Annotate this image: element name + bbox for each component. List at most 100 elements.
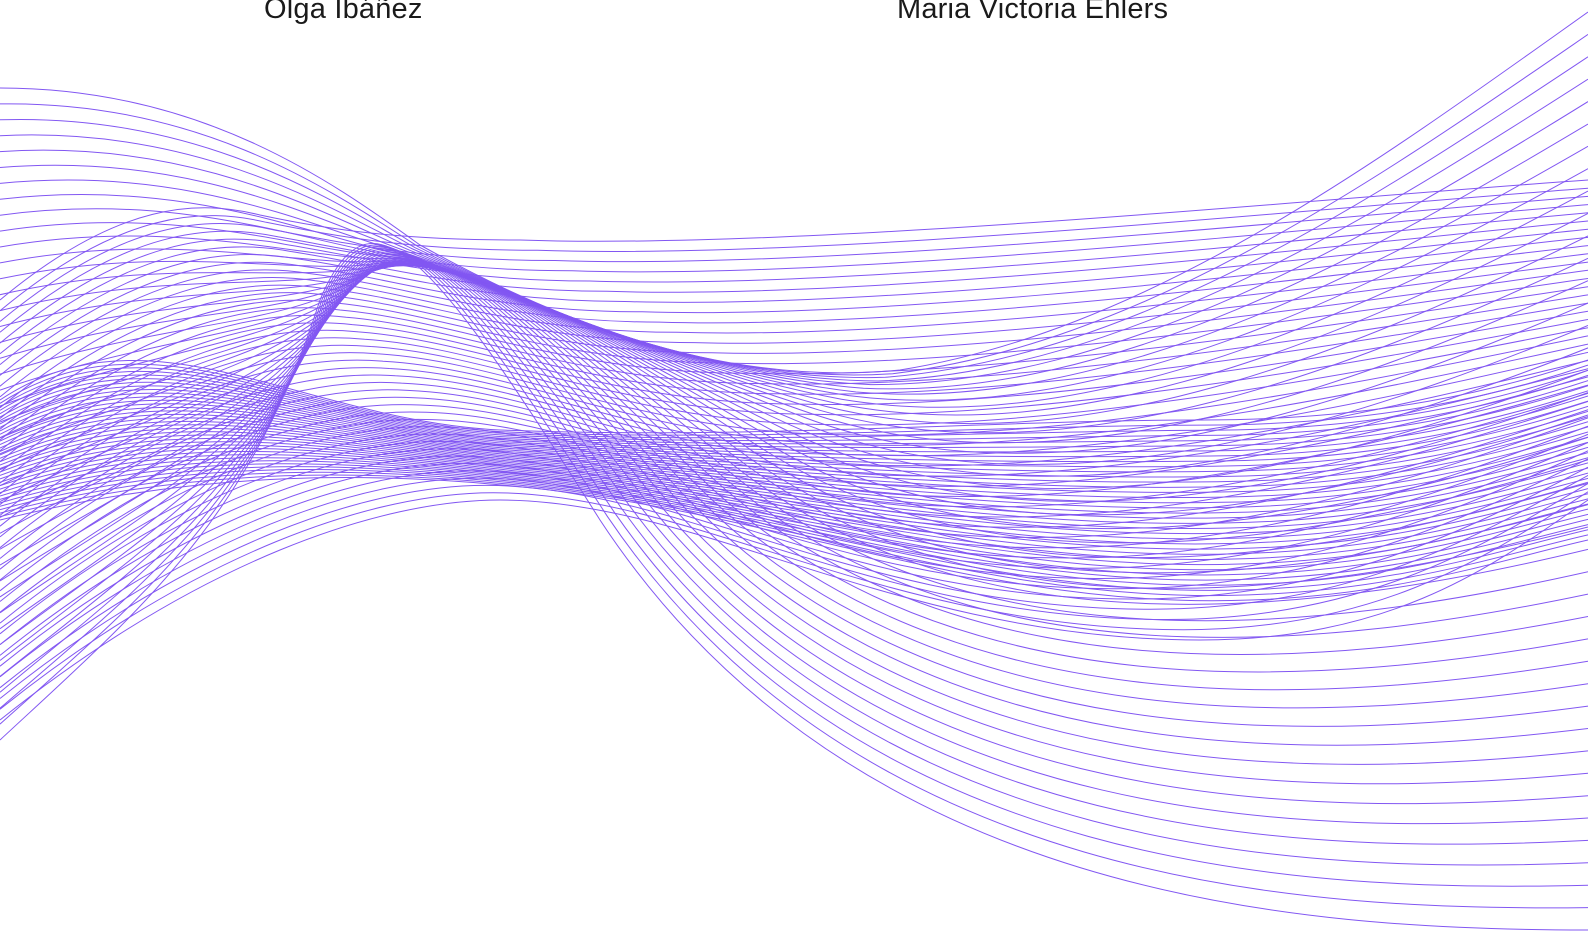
wave-line	[0, 474, 1588, 689]
wave-line	[0, 441, 1588, 540]
wave-line	[0, 245, 1588, 887]
wave-line	[0, 259, 1588, 673]
wave-line	[0, 249, 1588, 825]
wave-line	[0, 123, 1588, 390]
wave-line	[0, 454, 1588, 560]
wave-line	[0, 195, 1588, 322]
wave-line	[0, 367, 1588, 439]
wave-line	[0, 253, 1588, 398]
wave-line	[0, 458, 1588, 667]
wave-line	[0, 437, 1588, 535]
wave-line	[0, 78, 1588, 382]
wave-line	[0, 319, 1588, 484]
wave-line	[0, 427, 1588, 519]
wave-line	[0, 101, 1588, 386]
wave-line	[0, 245, 1588, 387]
wave-line	[0, 434, 1588, 530]
wave-line	[0, 213, 1588, 416]
name-left-label: Olga Ibáñez	[264, 0, 423, 25]
wave-line	[0, 179, 1588, 301]
wave-line	[0, 491, 1588, 710]
wave-line	[0, 425, 1588, 624]
wave-line	[0, 263, 1588, 466]
wave-band-a	[0, 11, 1588, 931]
wave-line	[0, 145, 1588, 395]
wave-line	[0, 257, 1588, 709]
wave-band-c	[0, 359, 1588, 602]
wave-line	[0, 360, 1588, 538]
wave-line	[0, 468, 1588, 586]
wave-line	[0, 335, 1588, 505]
wave-line	[0, 286, 1588, 441]
wave-line	[0, 302, 1588, 462]
wave-line	[0, 417, 1588, 613]
wave-line	[0, 251, 1588, 805]
wave-line	[0, 264, 1588, 502]
wave-line	[0, 417, 1588, 504]
wave-line	[0, 253, 1588, 765]
wave-line	[0, 374, 1588, 445]
wave-line	[0, 212, 1588, 344]
wave-line	[0, 424, 1588, 514]
wave-line	[0, 457, 1588, 566]
wave-line	[0, 264, 1588, 559]
wave-line	[0, 420, 1588, 509]
wave-line	[0, 384, 1588, 570]
wave-line	[0, 261, 1588, 409]
wave-line	[0, 385, 1588, 458]
wave-line	[0, 359, 1588, 434]
wave-line	[0, 466, 1588, 678]
wave-line	[0, 378, 1588, 449]
wave-line	[0, 228, 1588, 365]
wave-line	[0, 187, 1588, 312]
wave-line	[0, 264, 1588, 490]
wave-line	[0, 483, 1588, 699]
wave-line	[0, 381, 1588, 453]
wave-line	[0, 389, 1588, 463]
wave-line	[0, 466, 1588, 581]
wave-line	[0, 444, 1588, 545]
wave-line	[0, 261, 1588, 454]
wave-line	[0, 264, 1588, 544]
wave-line	[0, 343, 1588, 516]
wave-line	[0, 399, 1588, 478]
wave-line	[0, 392, 1588, 468]
wave-line	[0, 263, 1588, 589]
wave-line	[0, 168, 1588, 401]
wave-line	[0, 450, 1588, 555]
wave-line	[0, 499, 1588, 721]
wave-line	[0, 463, 1588, 576]
wave-line	[0, 294, 1588, 452]
wave-line	[0, 252, 1588, 785]
wave-line	[0, 243, 1588, 931]
wave-line	[0, 220, 1588, 355]
wave-line	[0, 403, 1588, 483]
wave-line	[0, 471, 1588, 591]
wave-line	[0, 370, 1588, 442]
wave-line	[0, 260, 1588, 444]
wave-line	[0, 406, 1588, 488]
wave-line	[0, 278, 1588, 430]
wave-line	[0, 265, 1588, 530]
wave-line	[0, 258, 1588, 691]
wave-line	[0, 410, 1588, 493]
wave-line	[0, 396, 1588, 473]
wave-line	[0, 474, 1588, 597]
wave-line	[0, 190, 1588, 408]
wave-line	[0, 327, 1588, 495]
wave-line	[0, 256, 1588, 727]
wave-line	[0, 460, 1588, 571]
wave-line	[0, 477, 1588, 602]
wave-line	[0, 236, 1588, 376]
wave-line	[0, 447, 1588, 550]
wave-line	[0, 204, 1588, 333]
wave-line	[0, 376, 1588, 559]
wave-line	[0, 269, 1588, 419]
wave-line	[0, 363, 1588, 436]
wave-line	[0, 310, 1588, 473]
wave-line	[0, 248, 1588, 845]
wave-line	[0, 431, 1588, 524]
wave-line	[0, 260, 1588, 655]
